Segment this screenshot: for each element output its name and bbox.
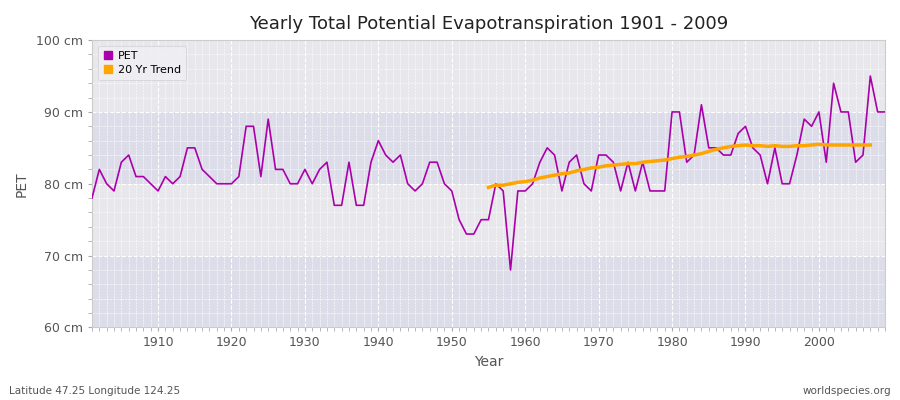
Title: Yearly Total Potential Evapotranspiration 1901 - 2009: Yearly Total Potential Evapotranspiratio… [249, 15, 728, 33]
Y-axis label: PET: PET [15, 171, 29, 196]
Legend: PET, 20 Yr Trend: PET, 20 Yr Trend [97, 46, 186, 80]
Bar [92, 256, 885, 328]
Bar [92, 112, 885, 184]
Text: Latitude 47.25 Longitude 124.25: Latitude 47.25 Longitude 124.25 [9, 386, 180, 396]
X-axis label: Year: Year [473, 355, 503, 369]
Text: worldspecies.org: worldspecies.org [803, 386, 891, 396]
